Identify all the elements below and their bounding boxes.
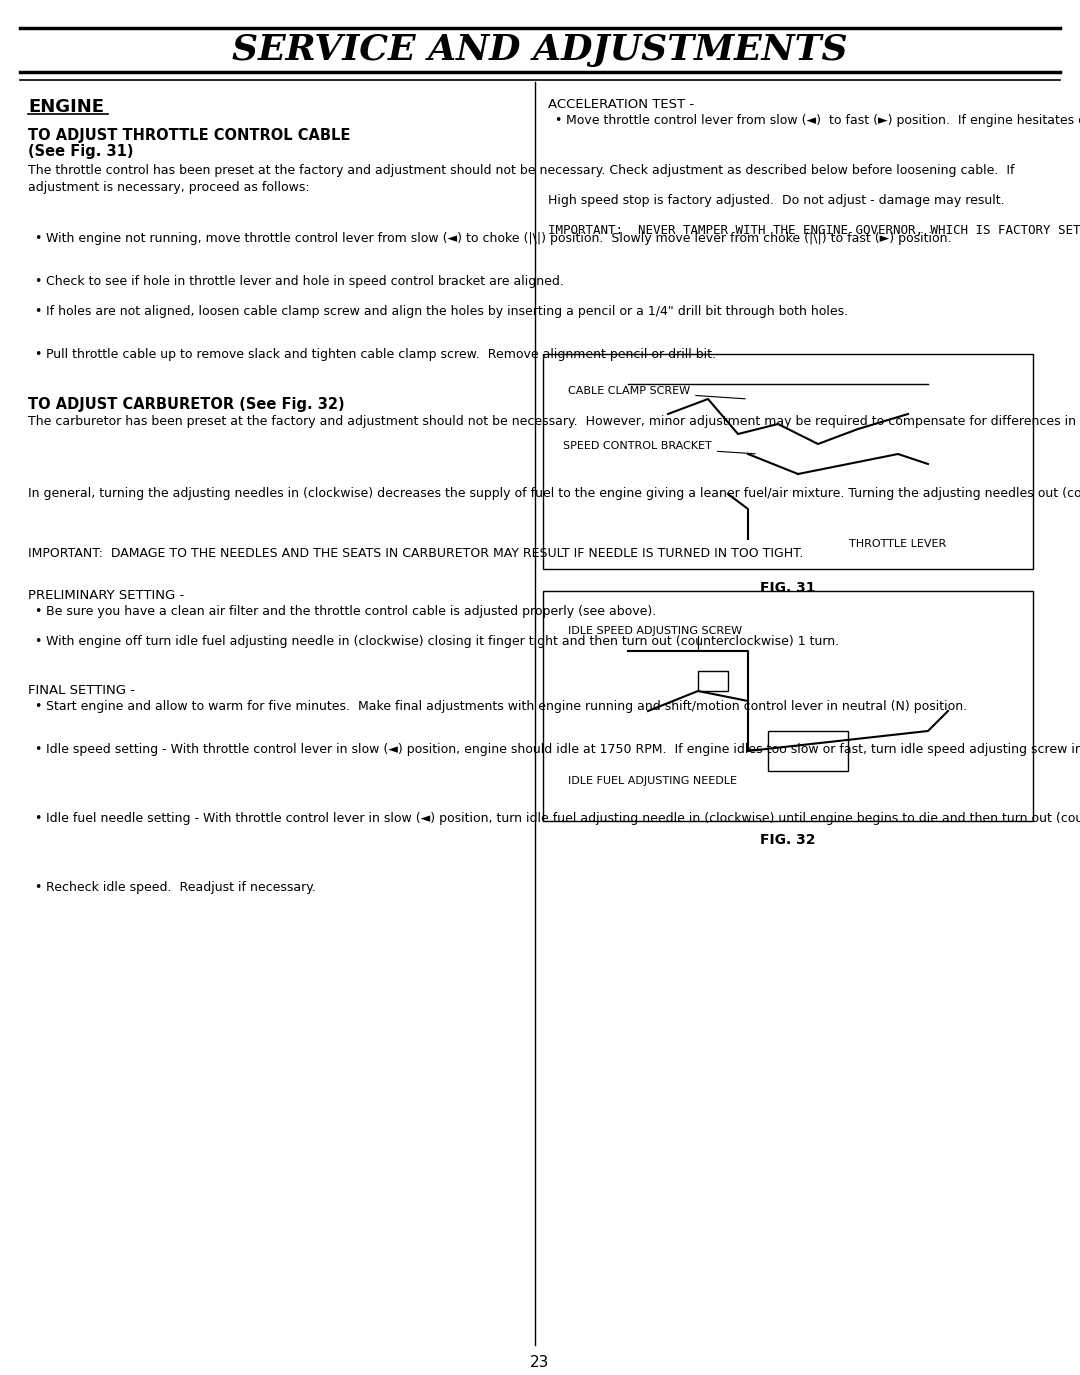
Text: •: • bbox=[33, 813, 41, 825]
Text: IMPORTANT:  DAMAGE TO THE NEEDLES AND THE SEATS IN CARBURETOR MAY RESULT IF NEED: IMPORTANT: DAMAGE TO THE NEEDLES AND THE… bbox=[28, 547, 804, 560]
Text: The throttle control has been preset at the factory and adjustment should not be: The throttle control has been preset at … bbox=[28, 164, 1014, 194]
Text: IDLE FUEL ADJUSTING NEEDLE: IDLE FUEL ADJUSTING NEEDLE bbox=[568, 775, 737, 786]
Text: ENGINE: ENGINE bbox=[28, 98, 104, 116]
Bar bbox=[698, 671, 728, 692]
Bar bbox=[543, 353, 1032, 569]
Text: •: • bbox=[554, 114, 562, 126]
Text: THROTTLE LEVER: THROTTLE LEVER bbox=[849, 539, 947, 549]
Bar bbox=[768, 732, 848, 771]
Text: ACCELERATION TEST -: ACCELERATION TEST - bbox=[548, 98, 694, 111]
Text: Pull throttle cable up to remove slack and tighten cable clamp screw.  Remove al: Pull throttle cable up to remove slack a… bbox=[46, 348, 716, 362]
Text: •: • bbox=[33, 232, 41, 245]
Text: Idle fuel needle setting - With throttle control lever in slow (◄) position, tur: Idle fuel needle setting - With throttle… bbox=[46, 813, 1080, 825]
Text: With engine not running, move throttle control lever from slow (◄) to choke (|\|: With engine not running, move throttle c… bbox=[46, 232, 951, 245]
Text: In general, turning the adjusting needles in (clockwise) decreases the supply of: In general, turning the adjusting needle… bbox=[28, 487, 1080, 500]
Text: The carburetor has been preset at the factory and adjustment should not be neces: The carburetor has been preset at the fa… bbox=[28, 415, 1080, 428]
Text: PRELIMINARY SETTING -: PRELIMINARY SETTING - bbox=[28, 588, 185, 602]
Text: •: • bbox=[33, 605, 41, 617]
Text: SERVICE AND ADJUSTMENTS: SERVICE AND ADJUSTMENTS bbox=[232, 33, 848, 67]
Text: 23: 23 bbox=[530, 1354, 550, 1370]
Text: SPEED CONTROL BRACKET: SPEED CONTROL BRACKET bbox=[563, 441, 755, 454]
Text: CABLE CLAMP SCREW: CABLE CLAMP SCREW bbox=[568, 386, 745, 399]
Text: Idle speed setting - With throttle control lever in slow (◄) position, engine sh: Idle speed setting - With throttle contr… bbox=[46, 742, 1080, 756]
Text: •: • bbox=[33, 275, 41, 287]
Text: (See Fig. 31): (See Fig. 31) bbox=[28, 144, 134, 160]
Text: •: • bbox=[33, 700, 41, 714]
Text: If holes are not aligned, loosen cable clamp screw and align the holes by insert: If holes are not aligned, loosen cable c… bbox=[46, 305, 848, 318]
Bar bbox=[543, 591, 1032, 821]
Text: IMPORTANT:  NEVER TAMPER WITH THE ENGINE GOVERNOR, WHICH IS FACTORY SET FOR PROP: IMPORTANT: NEVER TAMPER WITH THE ENGINE … bbox=[548, 224, 1080, 236]
Text: •: • bbox=[33, 881, 41, 894]
Text: Start engine and allow to warm for five minutes.  Make final adjustments with en: Start engine and allow to warm for five … bbox=[46, 700, 967, 714]
Text: FINAL SETTING -: FINAL SETTING - bbox=[28, 683, 135, 697]
Text: Move throttle control lever from slow (◄)  to fast (►) position.  If engine hesi: Move throttle control lever from slow (◄… bbox=[566, 114, 1080, 126]
Text: FIG. 31: FIG. 31 bbox=[760, 582, 815, 595]
Text: TO ADJUST CARBURETOR (See Fig. 32): TO ADJUST CARBURETOR (See Fig. 32) bbox=[28, 397, 345, 412]
Text: •: • bbox=[33, 305, 41, 318]
Text: •: • bbox=[33, 635, 41, 648]
Text: FIG. 32: FIG. 32 bbox=[760, 833, 815, 847]
Text: Be sure you have a clean air filter and the throttle control cable is adjusted p: Be sure you have a clean air filter and … bbox=[46, 605, 657, 617]
Text: High speed stop is factory adjusted.  Do not adjust - damage may result.: High speed stop is factory adjusted. Do … bbox=[548, 194, 1004, 208]
Text: TO ADJUST THROTTLE CONTROL CABLE: TO ADJUST THROTTLE CONTROL CABLE bbox=[28, 128, 350, 143]
Text: Recheck idle speed.  Readjust if necessary.: Recheck idle speed. Readjust if necessar… bbox=[46, 881, 315, 894]
Text: With engine off turn idle fuel adjusting needle in (clockwise) closing it finger: With engine off turn idle fuel adjusting… bbox=[46, 635, 839, 648]
Text: IDLE SPEED ADJUSTING SCREW: IDLE SPEED ADJUSTING SCREW bbox=[568, 626, 742, 637]
Text: Check to see if hole in throttle lever and hole in speed control bracket are ali: Check to see if hole in throttle lever a… bbox=[46, 275, 564, 287]
Text: •: • bbox=[33, 742, 41, 756]
Text: •: • bbox=[33, 348, 41, 362]
